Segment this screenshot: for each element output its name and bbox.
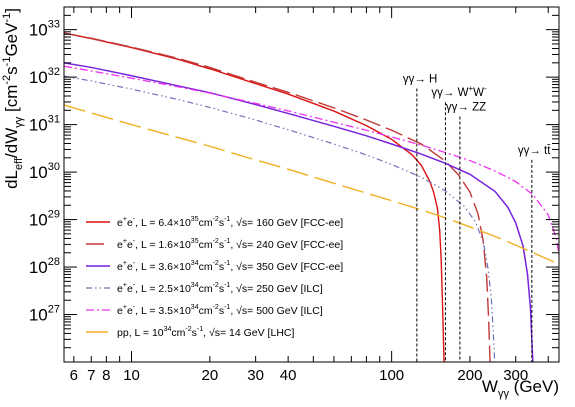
- threshold-label-3: γγ→ ZZ: [446, 101, 486, 113]
- legend-entry-4: e+e-, L = 2.5×1034cm-2s-1, √s= 250 GeV […: [117, 282, 323, 295]
- x-tick-label: 10: [123, 367, 140, 384]
- x-tick-label: 7: [87, 367, 95, 384]
- y-tick-label: 1033: [29, 19, 60, 40]
- series-line-1: [64, 32, 445, 362]
- x-tick-label: 200: [457, 367, 482, 384]
- y-tick-label: 1030: [29, 161, 60, 182]
- legend-entry-2: e+e-, L = 1.6×1035cm-2s-1, √s= 240 GeV […: [117, 238, 343, 251]
- legend-entry-5: e+e-, L = 3.5×1034cm-2s-1, √s= 500 GeV […: [117, 304, 323, 317]
- y-axis-title: dLeff/dWγγ [cm-2s-1GeV-1]: [1, 8, 25, 189]
- x-tick-label: 6: [70, 367, 78, 384]
- annotation-layer: γγ→ Hγγ→ W+W-γγ→ ZZ γγ→ tt̄: [403, 73, 551, 362]
- plot-frame: [63, 6, 560, 363]
- x-tick-label: 8: [102, 367, 110, 384]
- legend: e+e-, L = 6.4×1035cm-2s-1, √s= 160 GeV […: [86, 216, 343, 339]
- x-tick-label: 300: [503, 367, 528, 384]
- x-tick-label: 40: [280, 367, 297, 384]
- x-tick-label: 20: [201, 367, 218, 384]
- legend-entry-1: e+e-, L = 6.4×1035cm-2s-1, √s= 160 GeV […: [117, 216, 343, 229]
- series-layer: [64, 32, 559, 362]
- y-tick-label: 1029: [29, 209, 60, 230]
- x-tick-label: 100: [379, 367, 404, 384]
- x-tick-label: 30: [247, 367, 264, 384]
- y-tick-label: 1027: [29, 304, 60, 325]
- legend-entry-6: pp, L = 1034cm-2s-1, √s= 14 GeV [LHC]: [117, 326, 294, 339]
- series-line-3: [64, 62, 534, 362]
- y-tick-label: 1028: [29, 256, 60, 277]
- legend-entry-3: e+e-, L = 3.6×1034cm-2s-1, √s= 350 GeV […: [117, 260, 343, 273]
- threshold-label-2: γγ→ W+W-: [431, 84, 487, 99]
- x-axis-title: Wγγ (GeV): [482, 377, 559, 400]
- y-tick-label: 1032: [29, 66, 60, 87]
- threshold-label-1: γγ→ H: [403, 73, 438, 85]
- axis-layer: 6 7 8 10 20 30 40 100 200 300 1027 1028 1029 1030 1031…: [29, 6, 559, 384]
- series-line-6: [64, 104, 559, 265]
- y-tick-label: 1031: [29, 114, 60, 135]
- series-line-5: [64, 65, 559, 259]
- threshold-label-4: γγ→ tt̄: [518, 144, 551, 156]
